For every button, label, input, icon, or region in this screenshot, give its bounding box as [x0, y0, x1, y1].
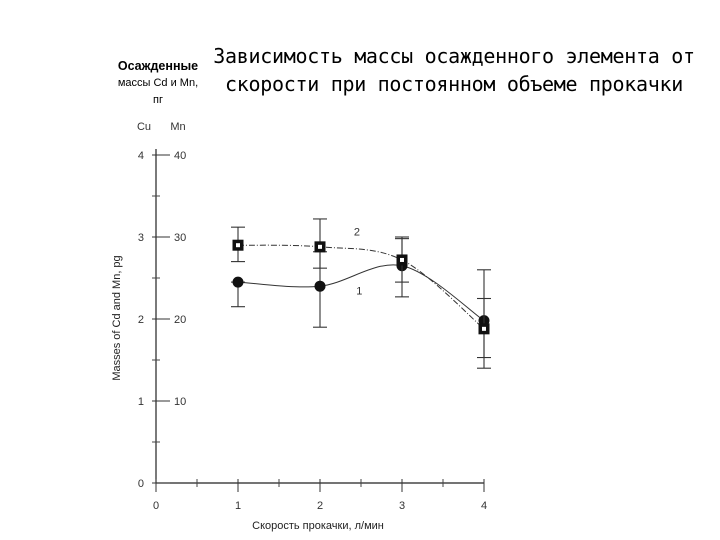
y-tick-label-mn: 30 — [174, 232, 186, 244]
series-label-2: 2 — [354, 226, 360, 238]
x-tick-label: 1 — [235, 500, 241, 512]
y-axis-header-cd: Cu — [137, 121, 151, 133]
y-title-line-2: массы Cd и Mn, — [117, 77, 199, 89]
series-label-1: 1 — [356, 285, 362, 297]
series-line-2 — [237, 244, 485, 330]
y-tick-label-cd: 2 — [138, 314, 144, 326]
x-tick-label: 3 — [399, 500, 405, 512]
y-tick-label-mn: 40 — [174, 150, 186, 162]
y-tick-label-cd: 0 — [138, 478, 144, 490]
y-tick-label-cd: 4 — [138, 150, 144, 162]
chart-curves — [237, 244, 485, 330]
point-series-2-inner — [482, 326, 486, 331]
point-series-1 — [314, 280, 326, 292]
y-tick-label-mn: 20 — [174, 314, 186, 326]
x-axis-label: Скорость прокачки, л/мин — [252, 520, 384, 532]
point-series-2-inner — [318, 244, 322, 249]
series-line-1 — [237, 264, 485, 322]
chart-labels: 21 — [354, 226, 363, 297]
x-tick-label: 0 — [153, 500, 159, 512]
x-tick-label: 4 — [481, 500, 487, 512]
chart-marks — [231, 218, 491, 369]
y-title-line-3: пг — [153, 94, 163, 106]
x-tick-label: 2 — [317, 500, 323, 512]
y-tick-label-mn: 10 — [174, 396, 186, 408]
chart-title: Зависимость массы осажденного элемента о… — [213, 44, 695, 96]
chart-axes: 0 1 2 3 4 10 20 30 40 Cu Mn 0 1 2 3 4 Скорость прокачки,… — [111, 121, 487, 532]
point-series-2-inner — [236, 243, 240, 248]
y-axis-title: Осажденные массы Cd и Mn, пг — [100, 58, 216, 109]
point-series-1 — [232, 276, 244, 288]
y-tick-label-cd: 1 — [138, 396, 144, 408]
y-title-line-1: Осажденные — [117, 59, 199, 73]
y-axis-label-rotated: Masses of Cd and Mn, pg — [111, 255, 123, 380]
y-axis-header-mn: Mn — [170, 121, 185, 133]
y-tick-label-cd: 3 — [138, 232, 144, 244]
point-series-2-inner — [400, 257, 404, 262]
